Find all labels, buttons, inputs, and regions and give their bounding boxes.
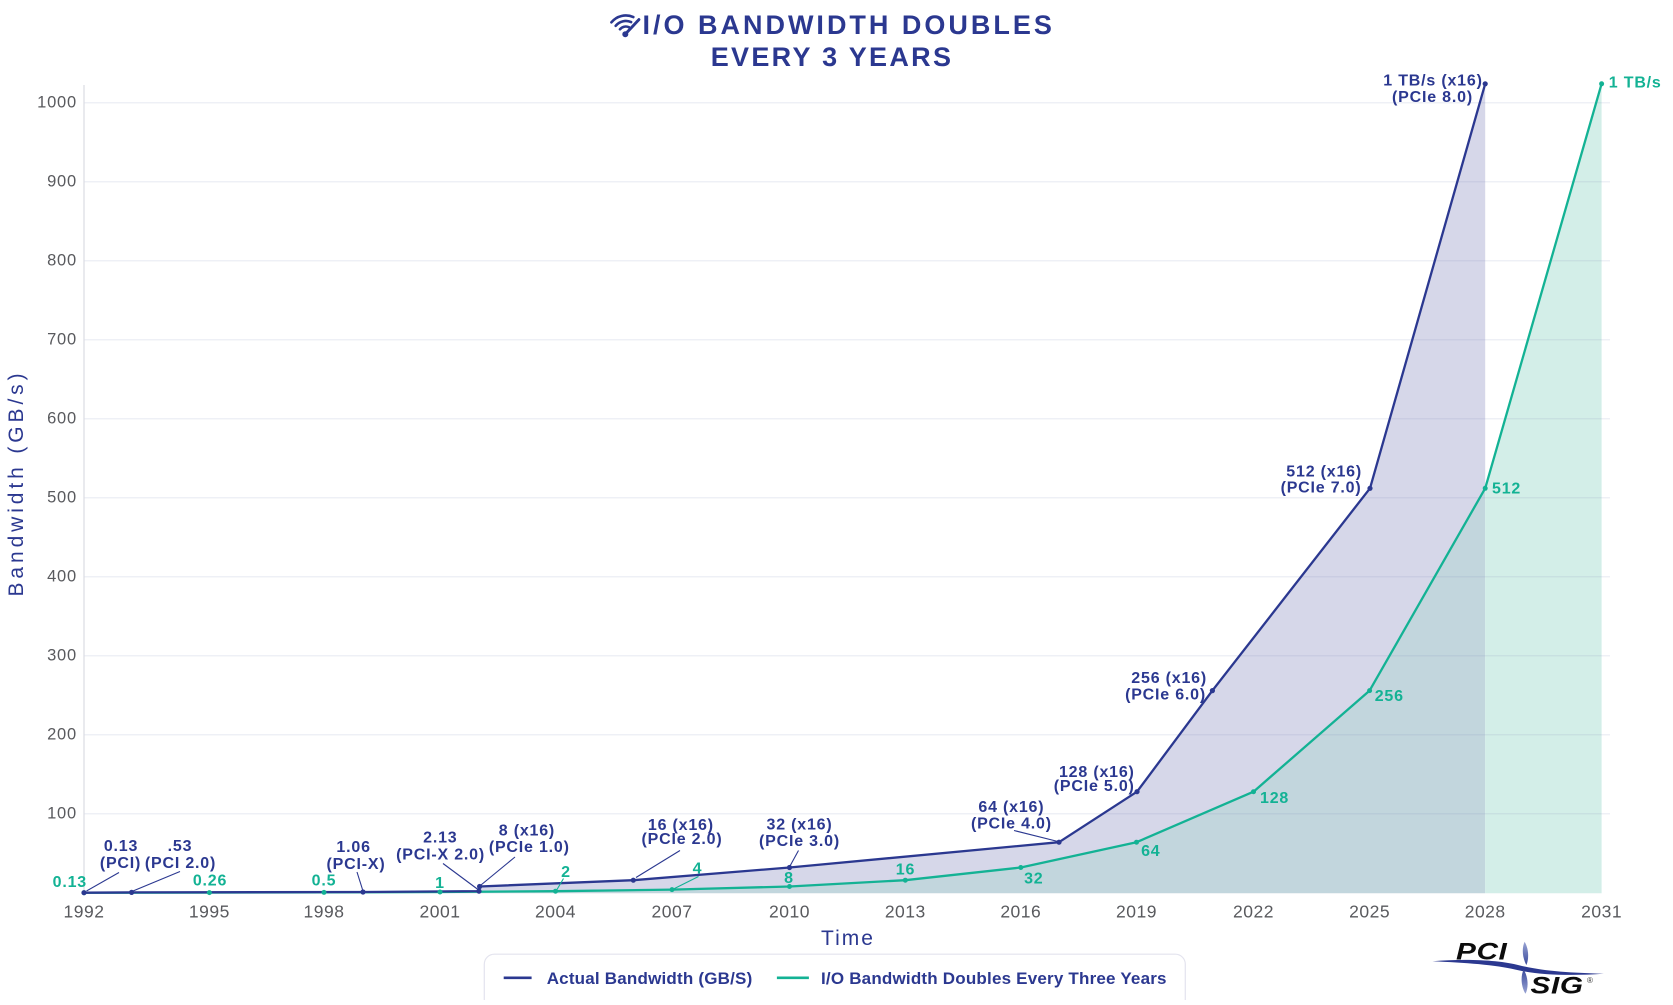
svg-text:16: 16 — [896, 862, 915, 879]
svg-text:200: 200 — [47, 725, 77, 743]
svg-text:1000: 1000 — [37, 93, 77, 111]
svg-text:(PCIe 6.0): (PCIe 6.0) — [1125, 687, 1206, 704]
svg-text:32 (x16): 32 (x16) — [767, 817, 833, 834]
svg-text:256: 256 — [1375, 688, 1404, 705]
svg-text:(PCIe 7.0): (PCIe 7.0) — [1281, 480, 1362, 497]
svg-text:Actual Bandwidth (GB/S): Actual Bandwidth (GB/S) — [547, 969, 753, 988]
svg-text:600: 600 — [47, 409, 77, 427]
svg-text:4: 4 — [693, 861, 703, 878]
svg-text:0.13: 0.13 — [53, 874, 87, 891]
svg-text:(PCI-X 2.0): (PCI-X 2.0) — [396, 847, 485, 864]
svg-text:(PCIe 8.0): (PCIe 8.0) — [1392, 89, 1473, 106]
svg-text:0.26: 0.26 — [193, 873, 227, 890]
svg-text:(PCIe 5.0): (PCIe 5.0) — [1054, 778, 1135, 795]
svg-text:2019: 2019 — [1116, 902, 1157, 922]
svg-text:512 (x16): 512 (x16) — [1286, 464, 1362, 481]
svg-text:64: 64 — [1141, 843, 1160, 860]
svg-text:(PCIe 3.0): (PCIe 3.0) — [759, 833, 840, 850]
svg-text:900: 900 — [47, 172, 77, 190]
svg-text:32: 32 — [1024, 871, 1043, 888]
svg-text:1: 1 — [435, 875, 445, 892]
svg-text:1 TB/s (x16): 1 TB/s (x16) — [1383, 73, 1482, 90]
svg-text:I/O Bandwidth Doubles Every Th: I/O Bandwidth Doubles Every Three Years — [821, 969, 1167, 988]
svg-text:1992: 1992 — [64, 902, 105, 922]
svg-text:2001: 2001 — [420, 902, 461, 922]
svg-text:1 TB/s: 1 TB/s — [1609, 75, 1662, 92]
svg-text:800: 800 — [47, 251, 77, 269]
svg-text:2013: 2013 — [885, 902, 926, 922]
svg-text:Time: Time — [821, 927, 875, 950]
svg-text:2031: 2031 — [1581, 902, 1622, 922]
svg-text:1998: 1998 — [304, 902, 345, 922]
svg-text:EVERY 3 YEARS: EVERY 3 YEARS — [711, 42, 954, 72]
svg-text:256 (x16): 256 (x16) — [1131, 670, 1207, 687]
svg-text:128 (x16): 128 (x16) — [1059, 764, 1135, 781]
svg-text:(PCI-X): (PCI-X) — [327, 856, 386, 873]
svg-text:Bandwidth (GB/s): Bandwidth (GB/s) — [5, 370, 28, 597]
svg-text:128: 128 — [1260, 790, 1289, 807]
svg-text:500: 500 — [47, 488, 77, 506]
svg-text:8 (x16): 8 (x16) — [499, 823, 555, 840]
svg-text:I/O BANDWIDTH DOUBLES: I/O BANDWIDTH DOUBLES — [642, 10, 1054, 40]
svg-text:2.13: 2.13 — [423, 830, 457, 847]
svg-text:®: ® — [1587, 976, 1593, 985]
svg-text:64 (x16): 64 (x16) — [978, 799, 1044, 816]
svg-text:100: 100 — [47, 804, 77, 822]
svg-text:(PCI): (PCI) — [100, 855, 141, 872]
svg-text:700: 700 — [47, 330, 77, 348]
svg-text:16 (x16): 16 (x16) — [648, 817, 714, 834]
svg-text:(PCIe 2.0): (PCIe 2.0) — [642, 831, 723, 848]
svg-text:2025: 2025 — [1349, 902, 1390, 922]
svg-text:400: 400 — [47, 567, 77, 585]
svg-text:(PCIe 1.0): (PCIe 1.0) — [489, 839, 570, 856]
svg-text:2004: 2004 — [535, 902, 576, 922]
svg-text:2028: 2028 — [1465, 902, 1506, 922]
svg-text:300: 300 — [47, 646, 77, 664]
svg-text:2007: 2007 — [652, 902, 693, 922]
svg-text:.53: .53 — [168, 838, 193, 855]
svg-text:512: 512 — [1492, 481, 1521, 498]
svg-text:8: 8 — [784, 870, 794, 887]
svg-text:0.13: 0.13 — [104, 838, 138, 855]
svg-text:SIG: SIG — [1531, 972, 1584, 999]
svg-text:2016: 2016 — [1000, 902, 1041, 922]
svg-text:(PCIe 4.0): (PCIe 4.0) — [971, 816, 1052, 833]
svg-text:(PCI 2.0): (PCI 2.0) — [145, 855, 216, 872]
svg-text:2010: 2010 — [769, 902, 810, 922]
svg-text:2: 2 — [561, 864, 571, 881]
svg-text:1995: 1995 — [189, 902, 230, 922]
svg-text:0.5: 0.5 — [312, 873, 337, 890]
svg-text:1.06: 1.06 — [336, 839, 370, 856]
svg-text:2022: 2022 — [1233, 902, 1274, 922]
